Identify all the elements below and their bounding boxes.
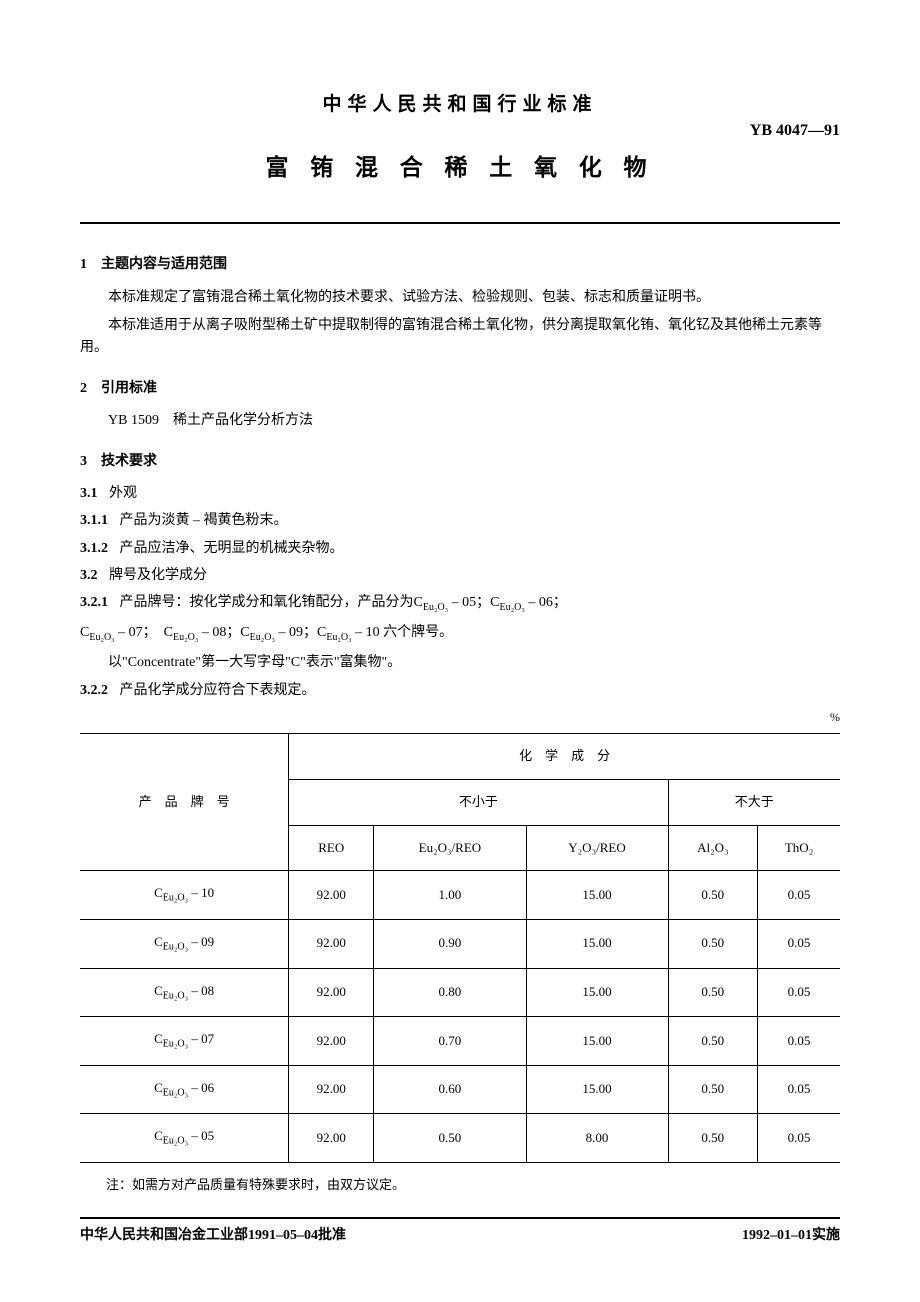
- cell-eu: 1.00: [374, 871, 526, 920]
- cell-y: 15.00: [526, 1065, 668, 1114]
- clause-3-1: 3.1 外观: [80, 483, 840, 505]
- section-3-head: 3 技术要求: [80, 451, 840, 473]
- clause-text: 产品应洁净、无明显的机械夹杂物。: [120, 541, 344, 556]
- h-al: Al₂O₃: [668, 825, 758, 871]
- cell-y: 15.00: [526, 1017, 668, 1066]
- cell-y: 15.00: [526, 920, 668, 969]
- cell-y: 15.00: [526, 871, 668, 920]
- cell-brand: CEu₂O₃ – 10: [80, 871, 289, 920]
- table-row: CEu₂O₃ – 0692.000.6015.000.500.05: [80, 1065, 840, 1114]
- cell-brand: CEu₂O₃ – 08: [80, 968, 289, 1017]
- cell-eu: 0.50: [374, 1114, 526, 1163]
- clause-text-c: – 06；: [525, 595, 567, 610]
- clause-text-b: – 05；C: [448, 595, 499, 610]
- main-title: 富 铕 混 合 稀 土 氧 化 物: [80, 150, 840, 187]
- clause-num: 3.2.2: [80, 683, 108, 698]
- cell-th: 0.05: [758, 1114, 840, 1163]
- eu-sub: Eu₂O₃: [500, 602, 525, 613]
- footer-left: 中华人民共和国冶金工业部1991–05–04批准: [80, 1225, 346, 1247]
- page-footer: 中华人民共和国冶金工业部1991–05–04批准 1992–01–01实施: [80, 1217, 840, 1247]
- cell-brand: CEu₂O₃ – 06: [80, 1065, 289, 1114]
- cell-al: 0.50: [668, 1114, 758, 1163]
- top-rule: [80, 222, 840, 224]
- table-row: CEu₂O₃ – 0792.000.7015.000.500.05: [80, 1017, 840, 1066]
- col-le: 不大于: [668, 779, 840, 825]
- table-row: CEu₂O₃ – 0892.000.8015.000.500.05: [80, 968, 840, 1017]
- section-2-ref: YB 1509 稀土产品化学分析方法: [80, 410, 840, 432]
- h-y: Y₂O₃/REO: [526, 825, 668, 871]
- clause-3-1-1: 3.1.1 产品为淡黄 – 褐黄色粉末。: [80, 510, 840, 532]
- cell-reo: 92.00: [289, 920, 374, 969]
- section-1-head: 1 主题内容与适用范围: [80, 254, 840, 276]
- footer-right: 1992–01–01实施: [742, 1225, 840, 1247]
- section-1-p1: 本标准规定了富铕混合稀土氧化物的技术要求、试验方法、检验规则、包装、标志和质量证…: [80, 287, 840, 309]
- h-reo: REO: [289, 825, 374, 871]
- section-1-p2: 本标准适用于从离子吸附型稀土矿中提取制得的富铕混合稀土氧化物，供分离提取氧化铕、…: [80, 315, 840, 360]
- col-ge: 不小于: [289, 779, 668, 825]
- cell-al: 0.50: [668, 871, 758, 920]
- cell-al: 0.50: [668, 920, 758, 969]
- cell-eu: 0.80: [374, 968, 526, 1017]
- cell-al: 0.50: [668, 1065, 758, 1114]
- cell-eu: 0.90: [374, 920, 526, 969]
- cell-brand: CEu₂O₃ – 05: [80, 1114, 289, 1163]
- section-2-head: 2 引用标准: [80, 378, 840, 400]
- cell-reo: 92.00: [289, 968, 374, 1017]
- col-chem: 化 学 成 分: [289, 734, 840, 780]
- table-row: CEu₂O₃ – 0592.000.508.000.500.05: [80, 1114, 840, 1163]
- cell-th: 0.05: [758, 920, 840, 969]
- cell-reo: 92.00: [289, 1065, 374, 1114]
- table-note: 注：如需方对产品质量有特殊要求时，由双方议定。: [80, 1175, 840, 1196]
- cell-eu: 0.70: [374, 1017, 526, 1066]
- clause-text: 牌号及化学成分: [109, 568, 207, 583]
- clause-3-2-1: 3.2.1 产品牌号：按化学成分和氧化铕配分，产品分为CEu₂O₃ – 05；C…: [80, 592, 840, 616]
- pretitle: 中华人民共和国行业标准: [80, 90, 840, 120]
- clause-text: 产品化学成分应符合下表规定。: [120, 683, 316, 698]
- cell-al: 0.50: [668, 1017, 758, 1066]
- clause-num: 3.1.1: [80, 513, 108, 528]
- cell-th: 0.05: [758, 1017, 840, 1066]
- document-header: 中华人民共和国行业标准 YB 4047—91 富 铕 混 合 稀 土 氧 化 物: [80, 90, 840, 187]
- cell-y: 15.00: [526, 968, 668, 1017]
- cell-al: 0.50: [668, 968, 758, 1017]
- cell-brand: CEu₂O₃ – 07: [80, 1017, 289, 1066]
- clause-text: 外观: [109, 486, 137, 501]
- cell-y: 8.00: [526, 1114, 668, 1163]
- clause-num: 3.1: [80, 486, 98, 501]
- clause-num: 3.1.2: [80, 541, 108, 556]
- cell-brand: CEu₂O₃ – 09: [80, 920, 289, 969]
- cell-reo: 92.00: [289, 1114, 374, 1163]
- clause-text: 产品为淡黄 – 褐黄色粉末。: [120, 513, 288, 528]
- cell-reo: 92.00: [289, 1017, 374, 1066]
- clause-3-2-2: 3.2.2 产品化学成分应符合下表规定。: [80, 680, 840, 702]
- clause-num: 3.2: [80, 568, 98, 583]
- clause-3-2-1-line3: 以"Concentrate"第一大写字母"C"表示"富集物"。: [80, 652, 840, 674]
- eu-sub: Eu₂O₃: [423, 602, 448, 613]
- table-unit: %: [80, 708, 840, 727]
- clause-text-a: 产品牌号：按化学成分和氧化铕配分，产品分为C: [120, 595, 423, 610]
- table-row: CEu₂O₃ – 1092.001.0015.000.500.05: [80, 871, 840, 920]
- clause-num: 3.2.1: [80, 595, 108, 610]
- cell-th: 0.05: [758, 1065, 840, 1114]
- clause-3-2: 3.2 牌号及化学成分: [80, 565, 840, 587]
- clause-3-1-2: 3.1.2 产品应洁净、无明显的机械夹杂物。: [80, 538, 840, 560]
- h-th: ThO₂: [758, 825, 840, 871]
- cell-reo: 92.00: [289, 871, 374, 920]
- cell-eu: 0.60: [374, 1065, 526, 1114]
- table-row: CEu₂O₃ – 0992.000.9015.000.500.05: [80, 920, 840, 969]
- standard-code: YB 4047—91: [750, 118, 840, 144]
- col-brand: 产 品 牌 号: [80, 734, 289, 871]
- cell-th: 0.05: [758, 968, 840, 1017]
- footer-rule: [80, 1217, 840, 1219]
- clause-3-2-1-line2: CEu₂O₃ – 07； CEu₂O₃ – 08；CEu₂O₃ – 09；CEu…: [80, 622, 840, 646]
- cell-th: 0.05: [758, 871, 840, 920]
- spec-table: 产 品 牌 号 化 学 成 分 不小于 不大于 REO Eu₂O₃/REO Y₂…: [80, 733, 840, 1163]
- h-eu: Eu₂O₃/REO: [374, 825, 526, 871]
